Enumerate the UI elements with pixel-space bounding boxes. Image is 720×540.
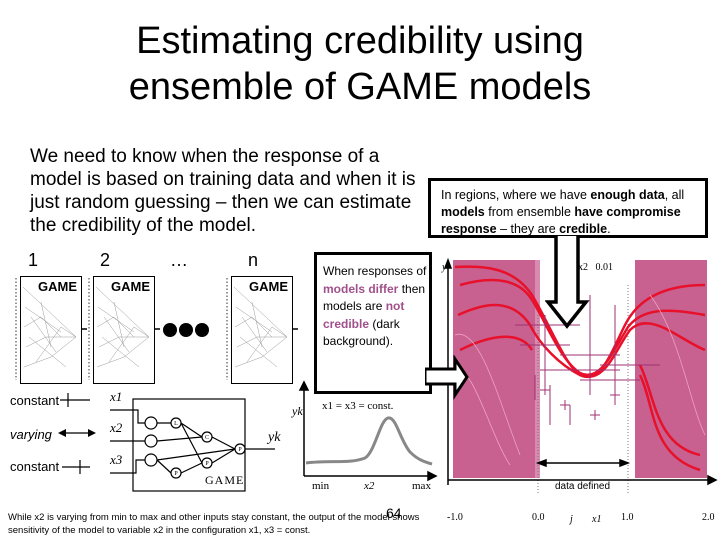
plot-ylabel: yk <box>292 404 303 418</box>
x-tick-1: 1.0 <box>621 512 634 523</box>
title-line-2: ensemble of GAME models <box>128 66 592 108</box>
sensitivity-network-diagram: L C P P P <box>58 393 275 492</box>
game-model-n: GAME <box>231 276 293 384</box>
svg-text:P: P <box>205 461 209 467</box>
credibility-x-label: x1 <box>592 514 602 525</box>
input-label-x3: x3 <box>110 452 123 467</box>
credibility-annotation: x2 0.01 <box>578 262 613 273</box>
ellipsis-dot-icon <box>179 323 193 337</box>
caption: While x2 is varying from min to max and … <box>8 512 420 536</box>
ellipsis-dot-icon <box>195 323 209 337</box>
input-state-x3: constant <box>10 459 60 474</box>
callout-not-credible: When responses of models differ then mod… <box>314 252 432 394</box>
network-graph-icon <box>22 286 77 368</box>
x-tick-neg1: -1.0 <box>447 512 463 523</box>
plot-xlabel: x2 <box>364 480 375 492</box>
svg-text:C: C <box>205 435 209 441</box>
callout-credible: In regions, where we have enough data, a… <box>428 178 708 238</box>
data-defined-label: data defined <box>555 481 611 492</box>
intro-paragraph: We need to know when the response of a m… <box>30 146 416 236</box>
svg-text:L: L <box>174 421 178 427</box>
sensitivity-response-plot <box>298 380 438 482</box>
input-state-x2: varying <box>10 427 52 442</box>
x-tick-0: 0.0 <box>532 512 545 523</box>
output-label-yk: yk <box>268 430 281 445</box>
credibility-plot <box>443 257 718 495</box>
slide-title: Estimating credibility using ensemble of… <box>0 18 720 110</box>
model-label-ellipsis: … <box>170 250 188 270</box>
svg-text:P: P <box>174 471 178 477</box>
game-model-1: GAME <box>20 276 82 384</box>
plot-xmin: min <box>312 480 330 492</box>
input-ticks <box>15 278 298 380</box>
game-label: GAME <box>111 279 150 294</box>
title-line-1: Estimating credibility using <box>136 20 584 62</box>
input-label-x2: x2 <box>110 420 123 435</box>
plot-xmax: max <box>412 480 431 492</box>
input-state-x1: constant <box>10 393 60 408</box>
game-label: GAME <box>38 279 77 294</box>
model-label-2: 2 <box>100 250 111 270</box>
network-game-label: GAME <box>205 473 245 487</box>
model-label-1: 1 <box>28 250 39 270</box>
credibility-y-label: y <box>442 262 447 273</box>
ellipsis-dot-icon <box>163 323 177 337</box>
svg-text:P: P <box>238 447 242 453</box>
plot-title: x1 = x3 = const. <box>322 400 394 412</box>
page-number: 64 <box>386 505 402 521</box>
network-graph-icon <box>95 286 150 368</box>
input-label-x1: x1 <box>110 389 123 404</box>
network-graph-icon <box>233 286 288 368</box>
model-label-n: n <box>248 250 259 270</box>
x-tick-2: 2.0 <box>702 512 715 523</box>
right-arrow-icon <box>425 355 469 400</box>
x-extra-j: j <box>570 514 573 525</box>
game-model-2: GAME <box>93 276 155 384</box>
down-arrow-icon <box>545 236 590 329</box>
game-label: GAME <box>249 279 288 294</box>
